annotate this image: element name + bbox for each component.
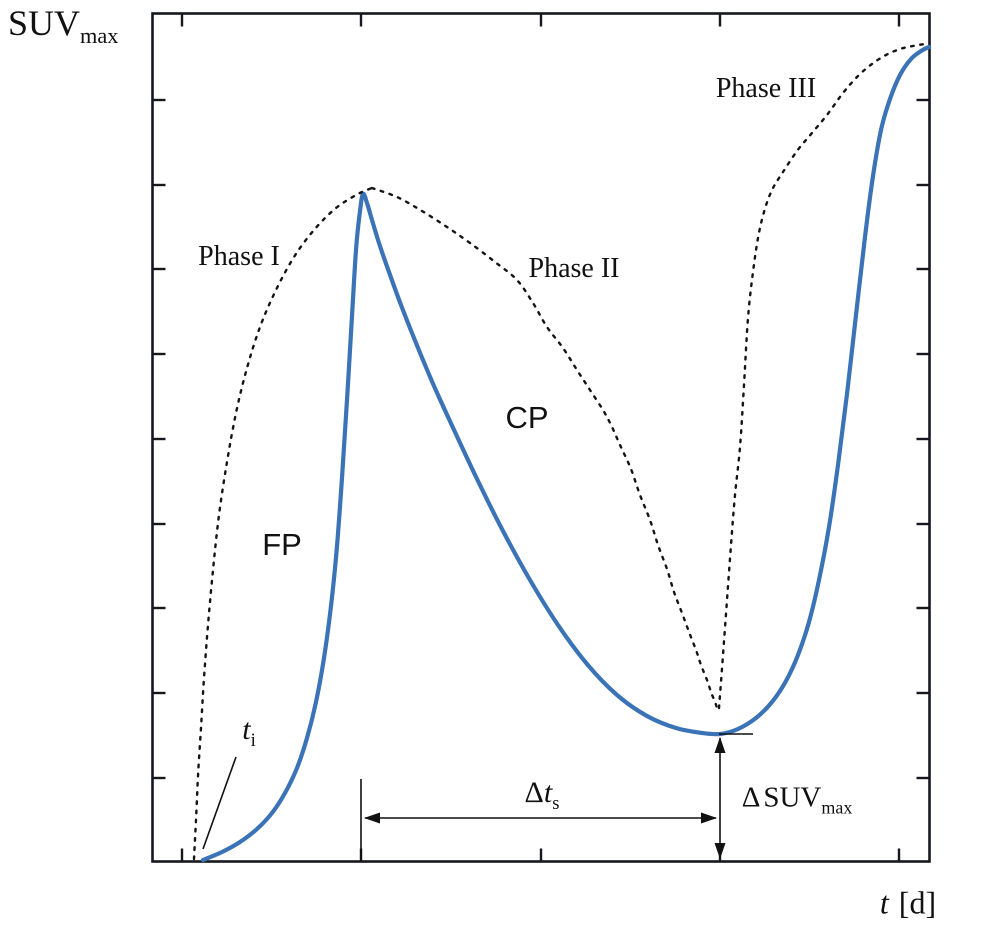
fp-label: FP [262,527,302,562]
ti-label: ti [242,713,256,750]
ti-pointer-line [202,756,237,850]
x-axis-label-unit: [d] [898,884,937,921]
phase3-label: Phase III [715,73,817,104]
ti-label-main: t [242,713,251,746]
delta-suvmax-main: SUV [763,781,822,814]
y-axis-label-main: SUV [8,3,81,43]
curve-phase3-dotted-envelope [717,42,927,710]
y-axis-label-sub: max [80,23,119,49]
delta-ts-label: Δts [524,776,560,813]
ti-label-sub: i [250,730,256,751]
phase1-label: Phase I [198,241,280,272]
axis-ticks [152,13,930,862]
plot-frame [151,12,931,863]
delta-suvmax-label: Δ SUVmax [741,781,853,818]
curves [192,42,932,863]
annotations [202,733,753,861]
x-axis-label-main: t [879,884,889,921]
y-axis-label: SUVmax [8,2,118,47]
delta-suvmax-sub: max [821,797,853,818]
x-axis-label: t [d] [880,885,936,922]
phase2-label: Phase II [528,253,620,284]
delta-ts-main: t [543,776,553,809]
delta-ts-delta: Δ [524,776,544,809]
curve-suvmax-solid-curve [200,44,932,863]
delta-suvmax-delta: Δ [741,781,761,814]
curve-phase1-dotted-envelope [192,186,374,861]
curve-phase2-dotted-envelope [370,186,719,710]
delta-ts-sub: s [552,793,560,814]
cp-label: CP [505,400,549,435]
